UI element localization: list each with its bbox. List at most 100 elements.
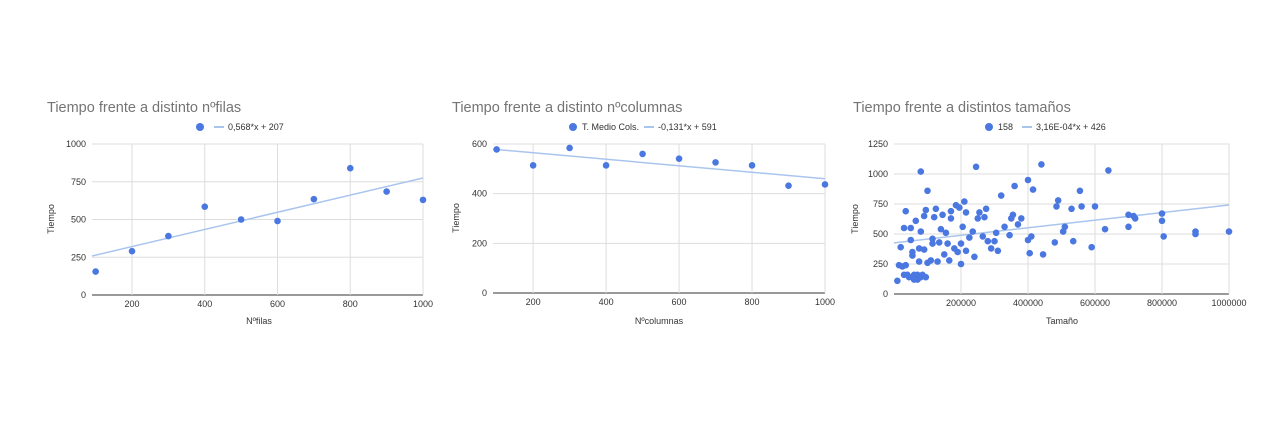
data-point bbox=[1053, 203, 1060, 210]
data-point bbox=[310, 195, 318, 203]
data-point bbox=[924, 187, 931, 195]
data-point bbox=[972, 163, 980, 171]
x-tick-label: 200 bbox=[124, 299, 139, 309]
data-point bbox=[821, 181, 829, 188]
y-tick-label: 500 bbox=[71, 215, 86, 225]
data-point bbox=[944, 240, 951, 247]
data-point bbox=[1076, 187, 1084, 195]
data-point bbox=[1158, 217, 1166, 225]
legend: 0,568*x + 207 bbox=[196, 122, 284, 132]
x-tick-label: 1000 bbox=[413, 299, 433, 309]
x-axis-label: Nºcolumnas bbox=[635, 316, 684, 326]
data-point bbox=[984, 237, 992, 245]
chart-tiempo-tamanos: Tiempo frente a distintos tamaños Tamaño… bbox=[846, 95, 1247, 335]
data-point bbox=[1006, 231, 1013, 239]
y-tick-label: 200 bbox=[472, 238, 487, 248]
data-point bbox=[1131, 215, 1139, 222]
data-point bbox=[969, 228, 977, 235]
chart-tiempo-columnas: Tiempo frente a distinto nºcolumnas Nºco… bbox=[445, 95, 845, 335]
data-point bbox=[785, 182, 792, 190]
data-point bbox=[947, 215, 955, 222]
data-point bbox=[1038, 161, 1045, 168]
data-point bbox=[92, 268, 99, 275]
x-tick-label: 400 bbox=[599, 297, 614, 307]
data-point bbox=[915, 258, 923, 265]
y-tick-label: 0 bbox=[81, 290, 86, 300]
legend-series-marker bbox=[985, 123, 993, 131]
data-point bbox=[675, 155, 683, 162]
data-point bbox=[419, 196, 427, 204]
data-point bbox=[979, 233, 987, 240]
data-point bbox=[1068, 205, 1075, 213]
x-tick-label: 800 bbox=[745, 297, 760, 307]
data-point bbox=[529, 162, 537, 169]
data-point bbox=[907, 236, 915, 244]
data-point bbox=[905, 273, 913, 281]
legend-trend-label: -0,131*x + 591 bbox=[658, 122, 717, 132]
data-point bbox=[1078, 203, 1085, 210]
data-point bbox=[929, 235, 936, 243]
legend-series-label: 158 bbox=[998, 122, 1013, 132]
data-point bbox=[566, 144, 573, 152]
data-point bbox=[902, 261, 910, 269]
data-point bbox=[346, 164, 354, 172]
data-point bbox=[1225, 228, 1233, 235]
x-tick-label: 400000 bbox=[1013, 298, 1043, 308]
data-point bbox=[1024, 176, 1032, 184]
chart-title: Tiempo frente a distintos tamaños bbox=[853, 100, 1071, 116]
data-point bbox=[922, 273, 930, 281]
trendline bbox=[492, 148, 826, 180]
chart-0-svg: Tiempo frente a distinto nºfilas Nºfilas… bbox=[46, 100, 433, 326]
data-point bbox=[602, 162, 610, 169]
data-point bbox=[994, 247, 1002, 255]
data-point bbox=[1011, 182, 1018, 190]
data-point bbox=[1001, 223, 1008, 231]
data-point bbox=[915, 245, 923, 252]
y-axis-label: Tiempo bbox=[451, 203, 461, 233]
gridlines bbox=[92, 143, 424, 296]
data-point bbox=[937, 225, 945, 233]
data-point bbox=[1069, 237, 1077, 245]
data-point bbox=[900, 224, 908, 232]
chart-2-svg: Tiempo frente a distintos tamaños Tamaño… bbox=[850, 100, 1247, 326]
gridlines bbox=[894, 143, 1230, 295]
y-tick-label: 1000 bbox=[66, 139, 86, 149]
data-point bbox=[961, 198, 968, 205]
data-point bbox=[493, 146, 500, 153]
legend-series-label: T. Medio Cols. bbox=[582, 122, 639, 132]
data-points bbox=[493, 144, 829, 190]
x-tick-label: 800 bbox=[343, 299, 358, 309]
data-point bbox=[971, 253, 978, 261]
data-point bbox=[956, 204, 963, 211]
y-tick-label: 1250 bbox=[868, 139, 888, 149]
data-point bbox=[929, 240, 936, 247]
data-point bbox=[987, 245, 995, 252]
data-point bbox=[1091, 203, 1099, 210]
data-point bbox=[932, 205, 940, 213]
trendline bbox=[893, 204, 1230, 244]
data-point bbox=[957, 240, 965, 247]
x-axis-label: Tamaño bbox=[1046, 316, 1078, 326]
data-point bbox=[982, 205, 990, 213]
data-point bbox=[935, 239, 943, 246]
data-point bbox=[1009, 211, 1017, 219]
data-point bbox=[954, 248, 961, 256]
x-tick-label: 400 bbox=[197, 299, 212, 309]
y-axis-label: Tiempo bbox=[850, 204, 860, 234]
data-point bbox=[1054, 197, 1062, 204]
data-point bbox=[917, 228, 925, 235]
data-point bbox=[1051, 239, 1059, 246]
data-point bbox=[1028, 233, 1035, 240]
data-point bbox=[966, 234, 973, 241]
trendline bbox=[91, 177, 424, 257]
data-point bbox=[128, 247, 136, 255]
data-point bbox=[927, 257, 935, 264]
x-tick-label: 800000 bbox=[1147, 298, 1177, 308]
legend-series-marker bbox=[569, 123, 577, 131]
data-point bbox=[942, 229, 950, 237]
y-tick-label: 400 bbox=[472, 189, 487, 199]
data-point bbox=[902, 207, 910, 215]
y-tick-label: 750 bbox=[71, 177, 86, 187]
data-point bbox=[992, 229, 1000, 237]
data-point bbox=[909, 252, 916, 259]
